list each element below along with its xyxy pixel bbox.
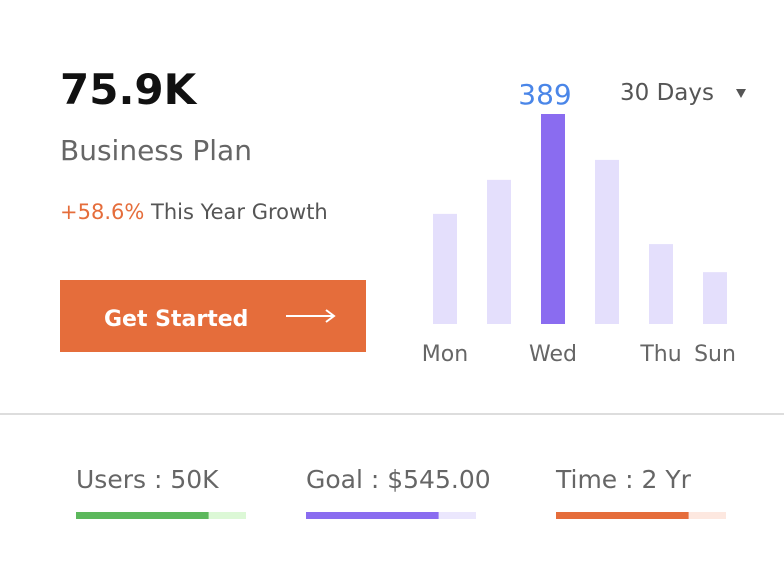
button-label: Get Started (104, 307, 248, 332)
period-label: 30 Days (620, 80, 714, 106)
dropdown-icon (736, 89, 746, 98)
x-tick-label: Wed (529, 342, 577, 367)
plan-title: Business Plan (60, 134, 252, 167)
bar (595, 159, 619, 324)
growth-value: +58.6% (60, 200, 144, 224)
value-label: 389 (518, 78, 571, 111)
growth-text: This Year Growth (150, 200, 328, 224)
progress-fill (76, 512, 209, 519)
bar (433, 213, 457, 324)
period-select[interactable]: 30 Days (620, 80, 746, 106)
x-tick-label: Sun (694, 342, 736, 367)
bar (649, 244, 673, 324)
headline-value: 75.9K (60, 65, 198, 114)
growth: +58.6% This Year Growth (60, 200, 328, 224)
get-started-button[interactable]: Get Started (60, 280, 366, 352)
bar (487, 179, 511, 324)
bar (703, 272, 727, 324)
stat-label: Users : 50K (76, 465, 219, 494)
x-tick-label: Thu (639, 342, 681, 367)
x-tick-label: Mon (422, 342, 468, 367)
stat-label: Goal : $545.00 (306, 465, 491, 494)
arrow-head (325, 309, 336, 323)
stat-label: Time : 2 Yr (555, 465, 692, 494)
bar (541, 114, 565, 324)
progress-fill (306, 512, 439, 519)
progress-fill (556, 512, 689, 519)
